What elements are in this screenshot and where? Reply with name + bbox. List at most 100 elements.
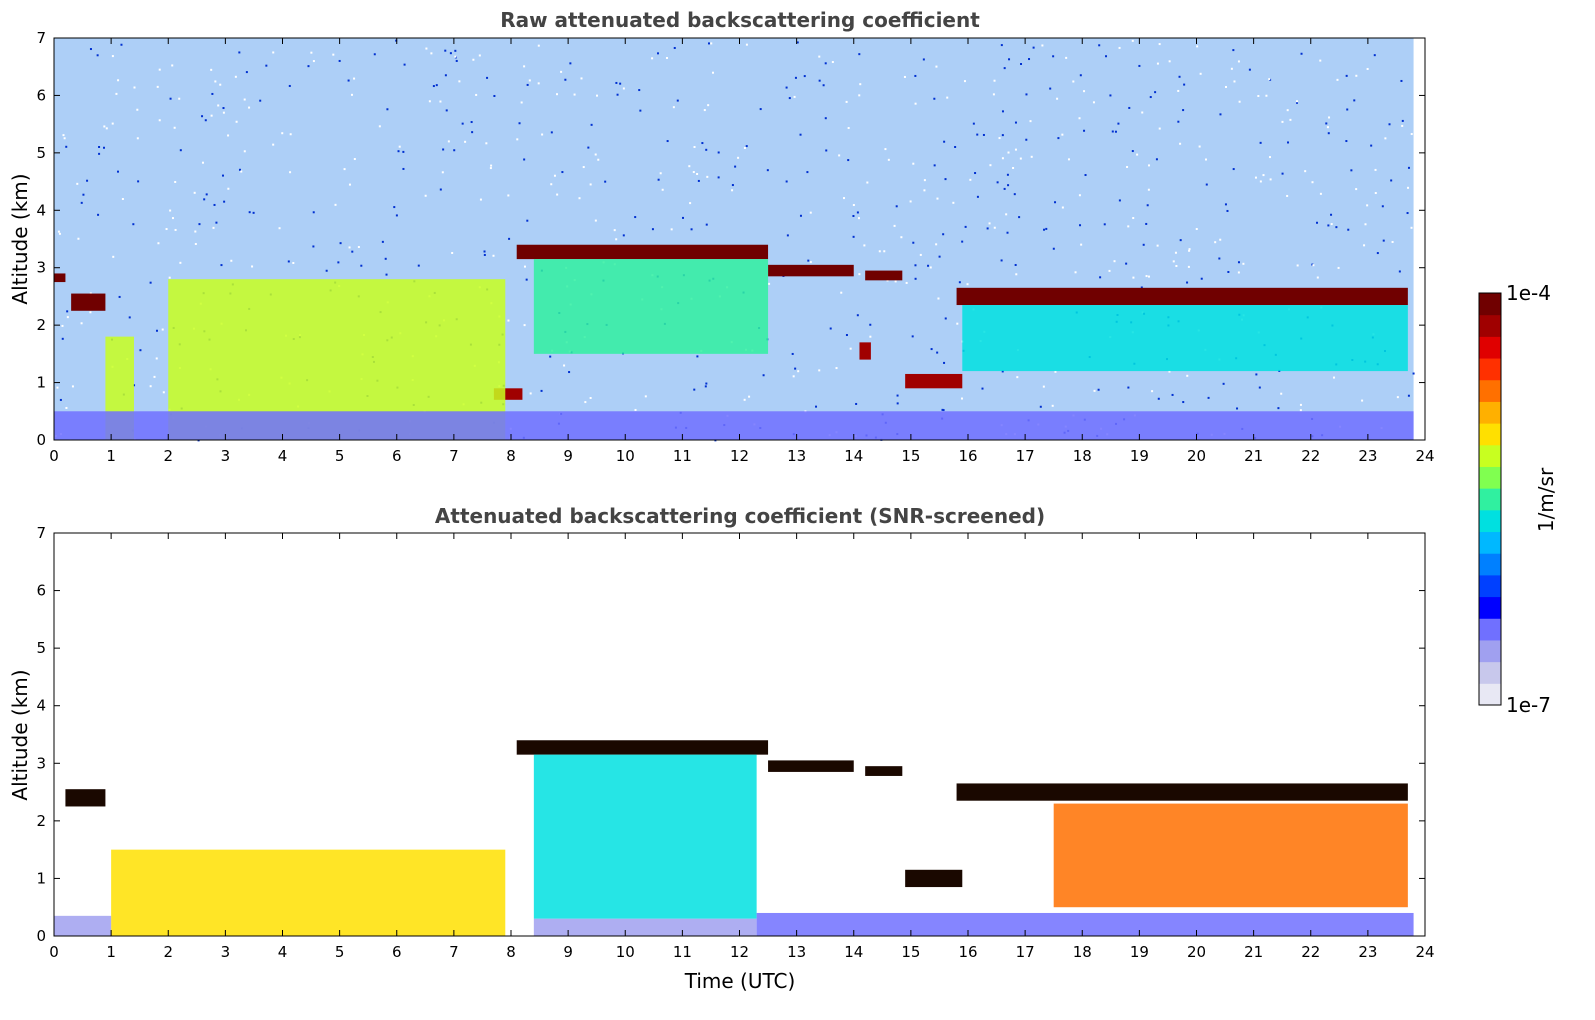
x-tick-label: 24 [1415,447,1434,465]
noise-speckle [1117,122,1120,125]
noise-speckle [670,228,673,231]
noise-speckle [171,64,174,67]
noise-speckle [251,265,254,268]
x-tick-label: 20 [1187,447,1206,465]
noise-speckle [1020,63,1023,66]
noise-speckle [1204,158,1207,161]
noise-speckle [439,100,442,103]
x-tick-label: 8 [506,447,516,465]
noise-speckle [243,150,246,153]
noise-speckle [210,68,213,71]
colorbar-swatch [1479,509,1501,533]
noise-speckle [312,211,315,214]
noise-speckle [788,97,791,100]
x-tick-label: 3 [221,943,231,961]
noise-speckle [80,201,83,204]
noise-speckle [1281,120,1284,123]
noise-speckle [219,83,222,86]
noise-speckle [1174,251,1177,254]
noise-speckle [815,405,818,408]
backscatter-layer [859,342,871,360]
noise-speckle [198,223,201,226]
noise-speckle [1072,80,1075,83]
noise-speckle [1029,120,1032,123]
noise-speckle [911,335,914,338]
noise-speckle [169,97,172,100]
noise-speckle [589,183,592,186]
noise-speckle [1277,407,1280,410]
noise-speckle [337,261,340,264]
noise-speckle [1222,382,1225,385]
noise-speckle [1148,164,1151,167]
noise-speckle [956,322,959,325]
noise-speckle [818,369,821,372]
noise-speckle [523,65,526,68]
y-tick-label: 1 [36,869,46,887]
noise-speckle [1295,100,1298,103]
noise-speckle [252,211,255,214]
noise-speckle [1230,67,1233,70]
noise-speckle [523,158,526,161]
x-tick-label: 17 [1016,447,1035,465]
noise-speckle [856,314,859,317]
x-tick-label: 19 [1130,943,1149,961]
noise-speckle [737,156,740,159]
noise-speckle [1289,118,1292,121]
noise-speckle [334,203,337,206]
noise-speckle [705,148,708,151]
noise-speckle [86,179,89,182]
noise-speckle [972,122,975,125]
noise-speckle [393,206,396,209]
noise-speckle [914,264,917,267]
noise-speckle [1080,243,1083,246]
noise-speckle [1259,180,1262,183]
noise-speckle [923,179,926,182]
noise-speckle [996,181,999,184]
noise-speckle [1214,241,1217,244]
noise-speckle [1146,204,1149,207]
noise-speckle [1299,403,1302,406]
noise-speckle [1019,157,1022,160]
noise-speckle [824,117,827,120]
noise-speckle [259,99,262,102]
noise-speckle [743,146,746,149]
backscatter-region [54,915,112,936]
colorbar-swatch [1479,596,1501,619]
noise-speckle [442,148,445,151]
noise-speckle [211,92,214,95]
noise-speckle [1025,138,1028,141]
noise-speckle [479,198,482,201]
noise-speckle [731,184,734,187]
noise-speckle [1013,193,1016,196]
noise-speckle [1155,158,1158,161]
noise-speckle [1028,58,1031,61]
x-tick-label: 16 [958,447,977,465]
noise-speckle [1262,174,1265,177]
noise-speckle [1183,83,1186,86]
noise-speckle [62,134,65,137]
noise-speckle [385,273,388,276]
noise-speckle [523,265,526,268]
noise-speckle [441,171,444,174]
noise-speckle [622,87,625,90]
noise-speckle [556,93,559,96]
noise-speckle [1353,99,1356,102]
noise-speckle [896,402,899,405]
noise-speckle [944,317,947,320]
noise-speckle [238,168,241,171]
y-tick-label: 3 [36,754,46,772]
noise-speckle [1238,100,1241,103]
noise-speckle [845,100,848,103]
noise-speckle [1014,121,1017,124]
x-tick-label: 9 [563,943,573,961]
noise-speckle [1118,199,1121,202]
noise-speckle [681,216,684,219]
noise-speckle [153,375,156,378]
noise-speckle [1132,276,1135,279]
backscatter-region [533,918,757,936]
noise-speckle [1236,407,1239,410]
noise-speckle [402,167,405,170]
noise-speckle [835,367,838,370]
noise-speckle [705,382,708,385]
noise-speckle [616,93,619,96]
